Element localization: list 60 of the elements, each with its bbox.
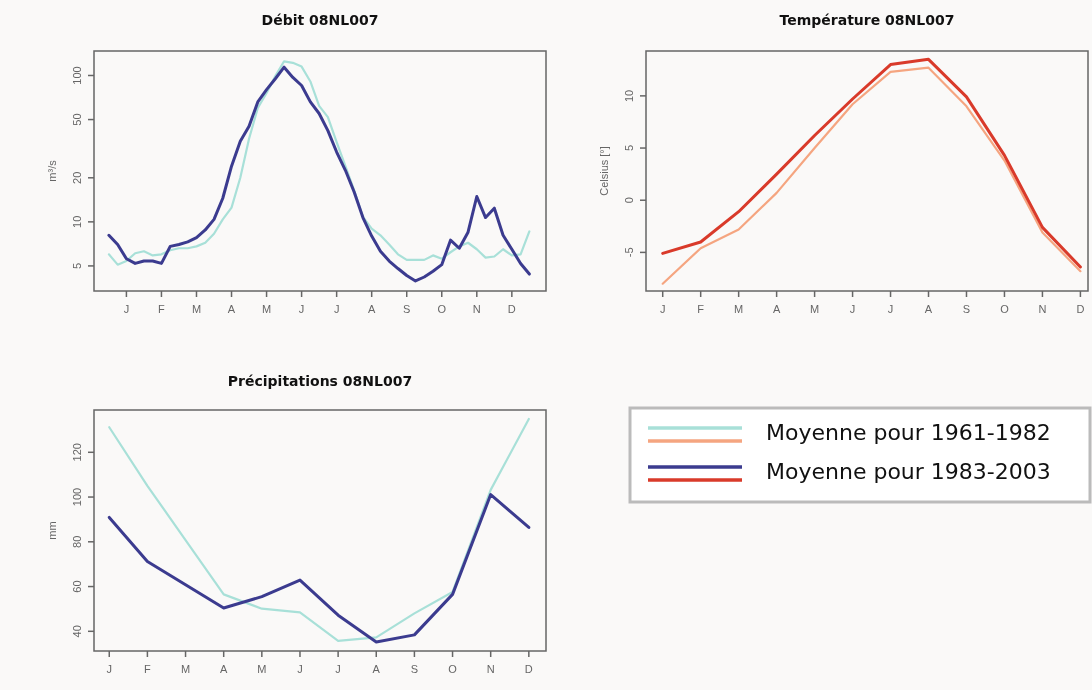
x-tick-label: A bbox=[368, 303, 377, 315]
y-axis-title: mm bbox=[46, 521, 58, 540]
y-axis-title: m³/s bbox=[46, 159, 58, 182]
x-tick-label: M bbox=[261, 303, 272, 315]
chart-title: Débit 08NL007 bbox=[261, 12, 379, 28]
y-tick-label: 5 bbox=[623, 144, 635, 152]
x-tick-label: J bbox=[659, 303, 666, 315]
x-tick-label: O bbox=[437, 303, 447, 315]
x-tick-label: J bbox=[887, 303, 894, 315]
x-tick-label: J bbox=[123, 303, 130, 315]
x-tick-label: A bbox=[220, 663, 229, 675]
x-tick-label: A bbox=[227, 303, 236, 315]
y-tick-label: 20 bbox=[71, 171, 83, 184]
x-tick-label: N bbox=[486, 663, 495, 675]
chart-title: Précipitations 08NL007 bbox=[227, 373, 413, 389]
line-series bbox=[108, 417, 530, 643]
x-tick-label: M bbox=[180, 663, 191, 675]
x-tick-label: F bbox=[158, 303, 166, 315]
x-tick-label: S bbox=[410, 663, 419, 675]
y-tick-label: 60 bbox=[71, 580, 83, 593]
x-tick-label: F bbox=[697, 303, 705, 315]
legend-label: Moyenne pour 1983-2003 bbox=[766, 459, 1051, 484]
x-tick-label: M bbox=[734, 303, 744, 315]
y-tick-label: 100 bbox=[71, 66, 83, 85]
x-tick-label: D bbox=[1076, 303, 1085, 315]
x-tick-label: J bbox=[297, 663, 303, 675]
x-tick-label: M bbox=[191, 303, 202, 315]
y-tick-label: 40 bbox=[71, 625, 83, 638]
x-tick-label: N bbox=[472, 303, 481, 315]
x-tick-label: M bbox=[257, 663, 267, 675]
y-tick-label: 120 bbox=[71, 443, 83, 462]
x-tick-label: D bbox=[524, 663, 533, 675]
x-tick-label: A bbox=[772, 303, 781, 315]
x-tick-label: J bbox=[333, 303, 340, 315]
x-tick-label: F bbox=[144, 663, 152, 675]
y-axis-title: Celsius [°] bbox=[598, 146, 610, 196]
y-tick-label: -5 bbox=[623, 247, 635, 258]
y-tick-label: 100 bbox=[71, 487, 83, 507]
x-tick-label: N bbox=[1038, 303, 1047, 315]
x-tick-label: D bbox=[507, 303, 516, 315]
x-tick-label: J bbox=[335, 663, 341, 675]
x-tick-label: J bbox=[106, 663, 113, 675]
y-tick-label: 0 bbox=[623, 197, 635, 204]
x-tick-label: A bbox=[924, 303, 933, 315]
y-tick-label: 80 bbox=[71, 535, 83, 548]
y-tick-label: 5 bbox=[71, 262, 83, 269]
y-tick-label: 50 bbox=[71, 113, 83, 126]
x-tick-label: A bbox=[372, 663, 381, 675]
legend-label: Moyenne pour 1961-1982 bbox=[766, 420, 1051, 445]
x-tick-label: S bbox=[403, 303, 411, 315]
line-series bbox=[107, 493, 531, 644]
x-tick-label: S bbox=[962, 303, 971, 315]
x-tick-label: J bbox=[298, 303, 305, 315]
y-tick-label: 10 bbox=[623, 89, 635, 102]
chart-title: Température 08NL007 bbox=[779, 12, 955, 28]
x-tick-label: O bbox=[448, 663, 458, 675]
x-tick-label: O bbox=[1000, 303, 1010, 315]
x-tick-label: M bbox=[810, 303, 820, 315]
x-tick-label: J bbox=[849, 303, 856, 315]
y-tick-label: 10 bbox=[71, 215, 83, 228]
